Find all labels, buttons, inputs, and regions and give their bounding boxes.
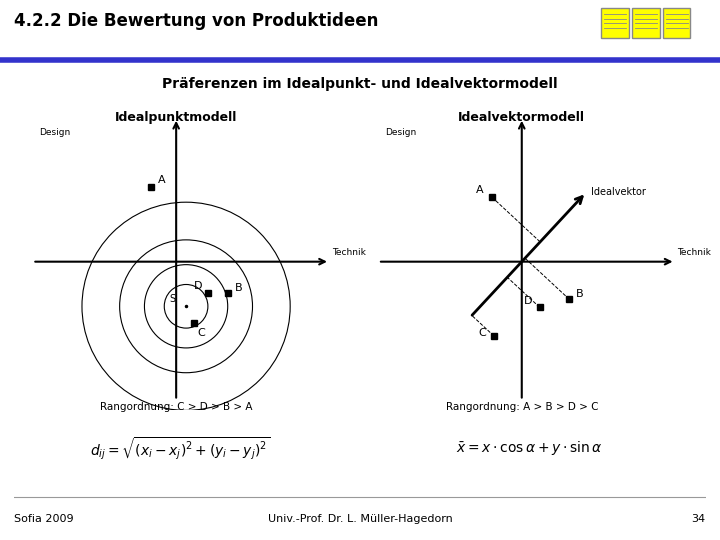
- Text: Rangordnung: A > B > D > C: Rangordnung: A > B > D > C: [446, 402, 598, 413]
- Text: C: C: [197, 328, 204, 338]
- Text: Idealvektor: Idealvektor: [591, 187, 646, 197]
- Text: Technik: Technik: [678, 248, 711, 256]
- Bar: [601, 9, 629, 38]
- Text: C: C: [478, 328, 486, 338]
- Text: A: A: [158, 176, 166, 185]
- Text: Sofia 2009: Sofia 2009: [14, 515, 74, 524]
- Text: A: A: [476, 185, 484, 195]
- Text: Design: Design: [385, 128, 416, 137]
- Text: Idealvektormodell: Idealvektormodell: [458, 111, 585, 124]
- Text: Präferenzen im Idealpunkt- und Idealvektormodell: Präferenzen im Idealpunkt- und Idealvekt…: [162, 77, 558, 91]
- Text: 4.2.2 Die Bewertung von Produktideen: 4.2.2 Die Bewertung von Produktideen: [14, 12, 379, 30]
- Text: Design: Design: [40, 128, 71, 137]
- Text: D: D: [523, 296, 532, 306]
- Text: Idealpunktmodell: Idealpunktmodell: [115, 111, 238, 124]
- Text: 34: 34: [691, 515, 706, 524]
- Text: B: B: [235, 284, 243, 293]
- Text: S: S: [169, 294, 175, 305]
- Bar: [663, 9, 690, 38]
- Bar: [632, 9, 660, 38]
- Text: Univ.-Prof. Dr. L. Müller-Hagedorn: Univ.-Prof. Dr. L. Müller-Hagedorn: [268, 515, 452, 524]
- Text: $d_{ij} = \sqrt{(x_i - x_j)^2 + (y_i - y_j)^2}$: $d_{ij} = \sqrt{(x_i - x_j)^2 + (y_i - y…: [90, 435, 270, 462]
- Text: $\bar{x} = x \cdot \cos\alpha + y \cdot \sin\alpha$: $\bar{x} = x \cdot \cos\alpha + y \cdot …: [456, 439, 603, 457]
- Text: Technik: Technik: [332, 248, 366, 256]
- Text: D: D: [194, 281, 202, 292]
- Text: Rangordnung: C > D > B > A: Rangordnung: C > D > B > A: [100, 402, 253, 413]
- Text: B: B: [576, 289, 584, 299]
